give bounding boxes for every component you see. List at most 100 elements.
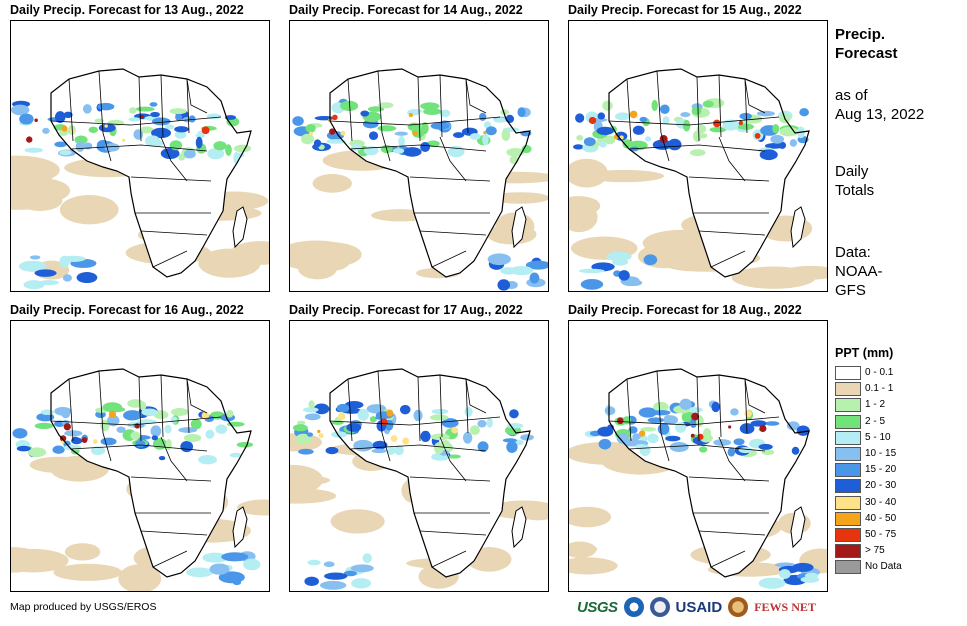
- dhs-seal-icon: [649, 597, 670, 617]
- country-border: [160, 136, 188, 182]
- heavy-rain-cell: [340, 130, 346, 136]
- fews-globe-icon: [728, 597, 749, 617]
- logo-strip: USGS USAID FEWS NET: [577, 595, 816, 619]
- rain-cell: [18, 260, 47, 272]
- land-mass: [51, 369, 251, 577]
- legend-swatch: [835, 511, 861, 526]
- country-border: [70, 144, 208, 152]
- country-border: [409, 176, 491, 182]
- country-border: [68, 378, 74, 442]
- rain-cell: [319, 580, 347, 590]
- rain-cell: [362, 553, 372, 564]
- rain-cell: [680, 112, 691, 118]
- rain-cell: [313, 139, 322, 148]
- rain-cell: [76, 272, 98, 284]
- rain-cell: [94, 118, 104, 123]
- heavy-rain-cell: [697, 433, 704, 440]
- heavy-rain-cell: [332, 114, 338, 121]
- rain-cell: [27, 447, 47, 458]
- rain-cell: [764, 142, 785, 149]
- forecast-map-2: [289, 20, 549, 292]
- credit-text: Map produced by USGS/EROS: [10, 601, 157, 613]
- country-border: [718, 436, 746, 482]
- rain-cell: [689, 418, 697, 429]
- country-border: [744, 78, 766, 114]
- side-totals: Daily Totals: [835, 162, 874, 200]
- rain-cell: [711, 401, 720, 413]
- rain-cell: [150, 425, 162, 437]
- country-border: [696, 376, 700, 442]
- legend-label: No Data: [865, 561, 902, 573]
- rain-cell: [141, 408, 158, 416]
- country-border: [138, 376, 142, 442]
- forecast-map-6: [568, 320, 828, 592]
- country-border: [138, 76, 142, 142]
- rain-cell: [611, 258, 629, 266]
- coastline: [50, 368, 252, 578]
- rain-cell: [657, 423, 670, 435]
- legend-label: 15 - 20: [865, 464, 897, 476]
- sand-patch: [290, 488, 337, 504]
- rain-cell: [510, 265, 534, 276]
- rain-cell: [158, 456, 166, 461]
- country-border: [50, 116, 222, 126]
- legend-swatch: [835, 382, 861, 397]
- rain-cell: [482, 133, 489, 146]
- country-border: [660, 432, 670, 462]
- rain-cell: [469, 133, 481, 140]
- country-border: [409, 476, 491, 482]
- rain-cell: [653, 401, 669, 412]
- rain-cell: [64, 430, 83, 437]
- madagascar: [511, 206, 527, 249]
- sand-patch: [11, 180, 59, 210]
- rain-cell: [387, 446, 396, 455]
- country-border: [744, 78, 748, 134]
- rain-cell: [583, 137, 596, 147]
- rain-cell: [133, 129, 144, 140]
- rain-cell: [313, 403, 330, 415]
- rain-cell: [485, 126, 497, 136]
- madagascar: [790, 506, 806, 549]
- rain-cell: [618, 270, 630, 281]
- country-border: [98, 370, 104, 434]
- map-svg-6: [569, 368, 827, 589]
- country-border: [744, 378, 766, 414]
- sand-patch: [665, 253, 713, 267]
- rain-cell: [144, 135, 161, 147]
- rain-cell: [604, 135, 616, 145]
- rain-cell: [151, 117, 171, 126]
- rain-cell: [295, 433, 312, 445]
- rain-cell: [304, 413, 321, 421]
- sand-patch: [11, 547, 44, 573]
- country-border: [660, 132, 670, 162]
- country-border: [628, 144, 766, 152]
- rain-cell: [667, 138, 682, 151]
- rain-cell: [420, 141, 431, 153]
- country-border: [186, 378, 208, 414]
- panel-title-5: Daily Precip. Forecast for 17 Aug., 2022: [289, 303, 523, 317]
- rain-cell: [360, 110, 370, 117]
- country-border: [718, 74, 722, 138]
- legend-label: 0 - 0.1: [865, 367, 894, 378]
- rain-cell: [36, 412, 55, 422]
- rain-cell: [149, 102, 158, 107]
- forecast-map-4: [10, 320, 270, 592]
- country-border: [140, 230, 208, 236]
- rain-cell: [640, 427, 657, 432]
- rain-cell: [213, 141, 227, 151]
- heavy-rain-cell: [691, 412, 700, 421]
- country-border: [439, 374, 443, 438]
- rain-cell: [786, 421, 800, 431]
- rain-cell: [180, 441, 194, 453]
- rain-cell: [151, 127, 172, 139]
- sand-patch: [330, 509, 385, 534]
- sand-patch: [569, 202, 598, 233]
- sand-patch: [11, 155, 60, 185]
- country-border: [160, 374, 164, 438]
- side-source-line2: NOAA-: [835, 263, 883, 280]
- heavy-rain-cell: [483, 130, 487, 135]
- rain-cell: [19, 113, 34, 125]
- legend-swatch: [835, 463, 861, 478]
- rain-cell: [135, 106, 155, 112]
- rain-cell: [517, 107, 526, 118]
